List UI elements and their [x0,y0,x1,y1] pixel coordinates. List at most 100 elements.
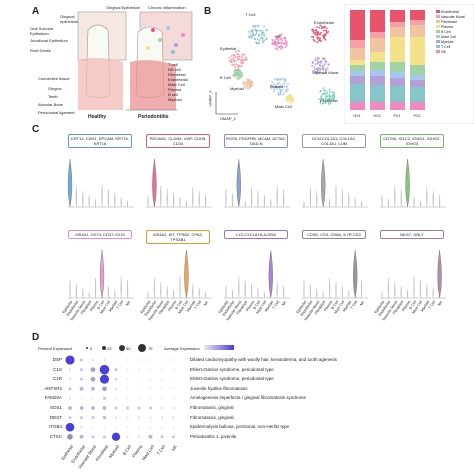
umap-point [283,42,286,44]
violin [184,249,189,299]
umap-point [276,86,279,88]
umap-point [314,33,316,36]
violin [244,279,246,299]
umap-point [325,70,327,73]
label-pdl: Periodontal ligament [38,110,75,115]
legend-label: B Cell [441,30,451,34]
violin [127,279,129,299]
umap-point [262,31,265,34]
legend-myeloid: Myeloid [168,97,182,102]
violin [198,287,200,299]
umap-point [316,58,319,61]
dot [172,435,175,439]
dot [149,397,152,400]
umap-point [275,41,277,44]
umap-point [324,98,327,100]
violin [107,188,109,208]
umap-point [275,88,278,91]
umap-point [263,25,266,28]
umap-point [280,38,283,40]
umap-point [246,85,249,88]
label-chronic-inflammation: Chronic inflammation [148,5,186,10]
umap-point [331,94,334,97]
legend-size-25: 25 [107,346,112,351]
umap-point [325,29,328,32]
umap-point [319,68,322,71]
umap-point [320,31,322,34]
umap-point [236,68,239,71]
umap-point [245,83,248,85]
umap-point [321,57,324,60]
umap-point [284,91,286,93]
umap-point [288,94,291,96]
dot [90,376,96,382]
umap-point [331,91,334,94]
bar-segment [350,71,365,76]
dot [65,422,75,432]
umap-point [317,57,320,60]
gene-label: SOS1 [49,405,62,410]
umap-point [327,63,330,66]
dot [103,426,106,429]
bar-segment [350,76,365,84]
umap-point [273,88,276,91]
gene-box: LYZ,CXCL8,HLA-DRA [224,230,288,239]
violin [198,190,200,208]
dot [161,397,163,400]
umap-point [312,39,315,41]
umap-point [325,92,328,95]
dot [161,387,163,390]
bar-segment [350,84,365,102]
violin [99,249,105,299]
umap-point [234,73,237,76]
violin [413,196,415,208]
legend-percent-expressed: Percent Expressed [38,346,72,351]
umap-point [283,82,286,85]
gene-box: MS4A2, KIT, TPSB2, CPA3, TPSAB1 [146,230,210,244]
dot [149,416,152,419]
umap-point [311,64,314,67]
umap-point [314,59,317,62]
bar-segment [410,20,425,25]
umap-axis-y: UMAP_2 [207,90,213,107]
umap-point [251,81,253,84]
violin [381,291,383,299]
dot [161,359,163,361]
umap-point [322,99,325,101]
dot [148,434,153,439]
umap-point [230,61,233,64]
umap-point [316,33,319,36]
umap-point [285,96,288,99]
umap-point [247,80,250,83]
umap-point [265,28,268,31]
legend-size-75: 75 [148,346,153,351]
dot [92,426,94,429]
dot [172,426,175,429]
dot [126,426,129,429]
dot [115,359,117,361]
umap-point [324,38,327,41]
violin [114,192,116,208]
umap-point [319,89,322,92]
umap-point [326,98,329,101]
umap-point [262,40,264,43]
umap-point [243,80,245,83]
dot [149,426,152,429]
umap-point [261,41,264,44]
umap-point [279,91,282,94]
label-junctional: Junctional Epithelium [30,38,68,43]
umap-point [322,93,324,96]
umap-point [290,101,293,104]
violin [244,200,246,208]
umap-point [331,96,334,98]
umap-point [312,61,314,64]
umap-point [285,88,287,91]
umap-point [278,86,281,88]
umap-point [235,59,237,62]
umap-point [251,29,254,32]
umap-point [234,69,237,72]
umap-point [311,29,314,32]
umap-point [261,29,263,32]
bars: H01 H02 P01 P02 [350,10,425,118]
bar-segment [370,32,385,38]
